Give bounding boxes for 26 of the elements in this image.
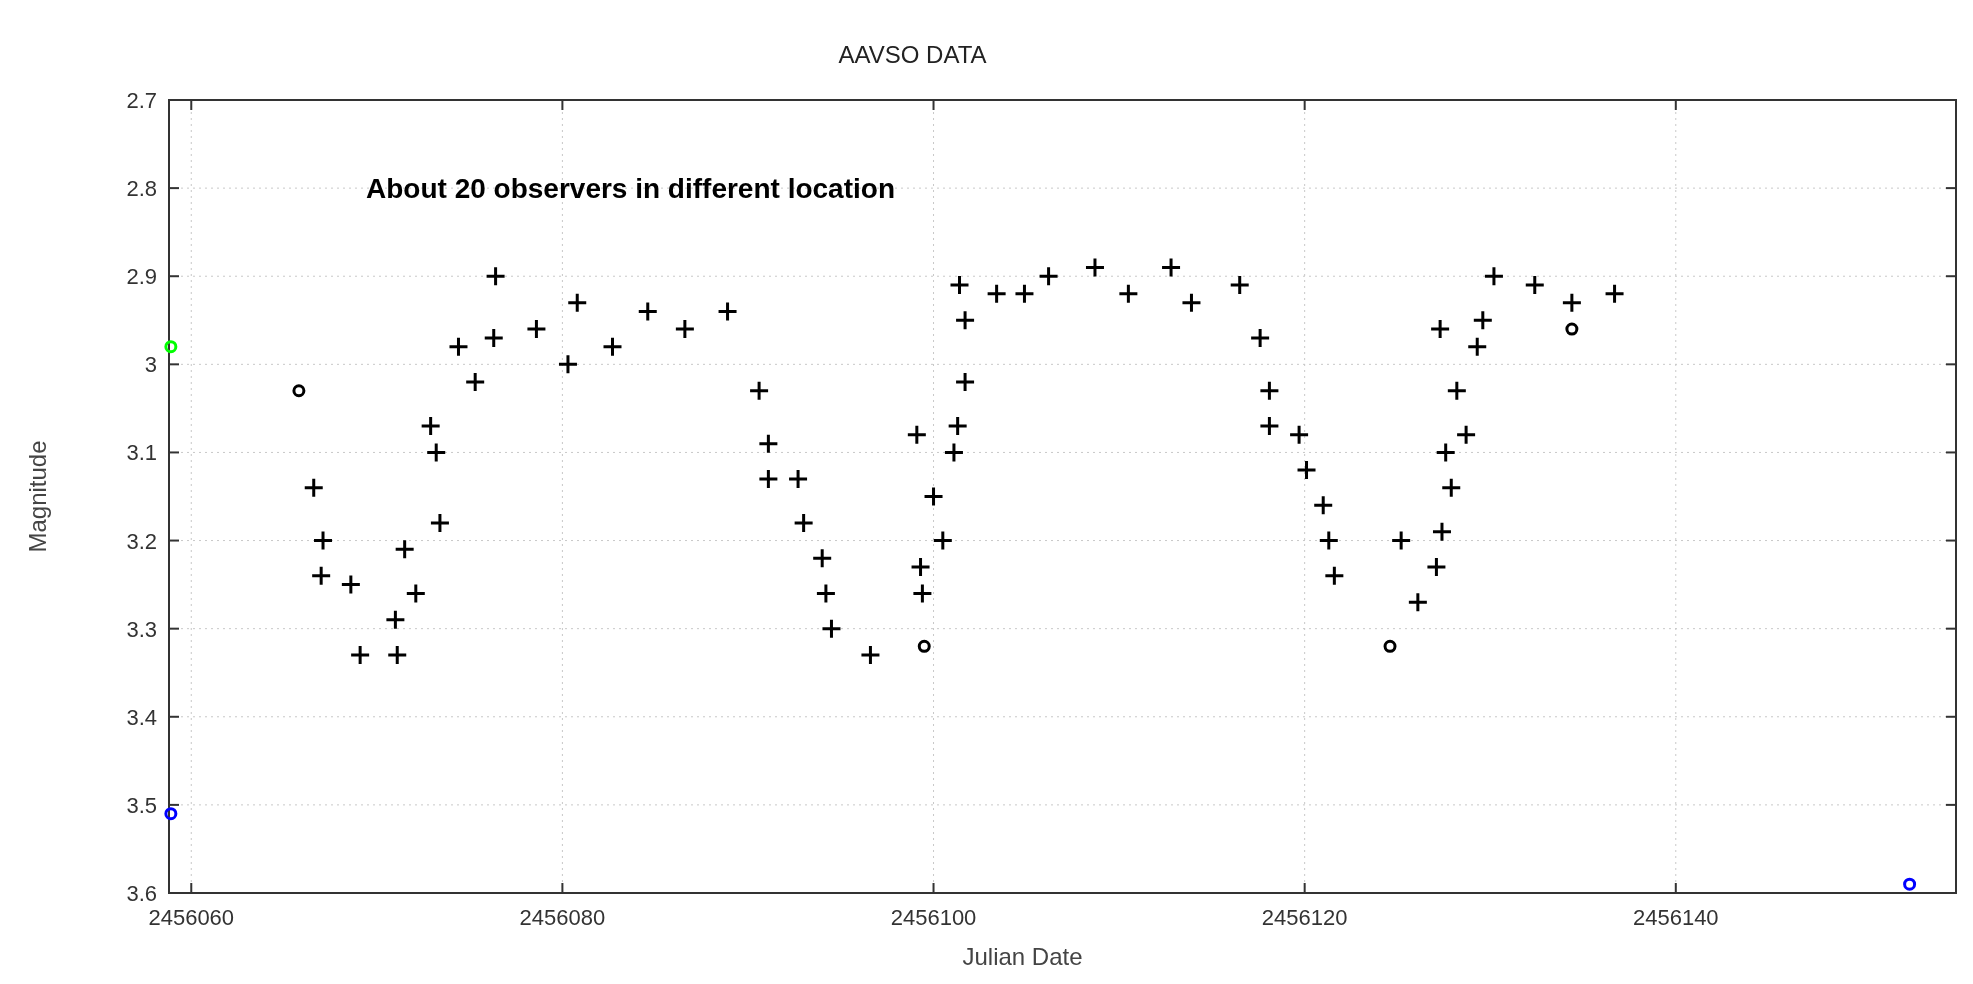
x-axis-title: Julian Date xyxy=(962,943,1083,970)
y-tick-label: 2.8 xyxy=(126,176,157,202)
y-axis-title: Magnitude xyxy=(24,440,51,553)
x-tick-label: 2456100 xyxy=(890,905,977,930)
chart-title: AAVSO DATA xyxy=(838,41,987,68)
x-tick-label: 2456140 xyxy=(1632,905,1719,930)
point xyxy=(1565,322,1579,336)
point xyxy=(164,807,178,821)
point xyxy=(1383,639,1397,653)
point xyxy=(1903,877,1917,891)
point xyxy=(292,384,306,398)
y-tick-label: 3.3 xyxy=(126,616,157,642)
y-tick-label: 3.1 xyxy=(126,440,157,466)
point xyxy=(164,340,178,354)
y-tick-label: 3.4 xyxy=(126,704,157,730)
y-tick-label: 3.2 xyxy=(126,528,157,554)
x-tick-label: 2456060 xyxy=(148,905,235,930)
y-tick-label: 3.5 xyxy=(126,792,157,818)
x-tick-label: 2456120 xyxy=(1261,905,1348,930)
y-tick-label: 2.9 xyxy=(126,264,157,290)
y-tick-label: 3 xyxy=(144,352,157,378)
point xyxy=(917,639,931,653)
x-tick-label: 2456080 xyxy=(519,905,606,930)
y-tick-label: 2.7 xyxy=(126,88,157,113)
y-tick-label: 3.6 xyxy=(126,881,157,906)
annotation: About 20 observers in different location xyxy=(366,173,895,204)
